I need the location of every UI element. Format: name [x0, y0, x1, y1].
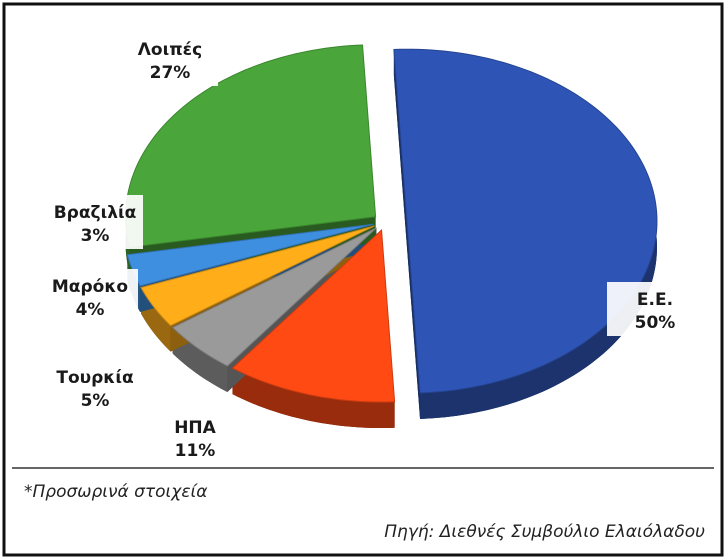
label-value: 27% — [150, 63, 191, 83]
label-box — [47, 360, 143, 414]
labels: Ε.Ε. 50% ΗΠΑ 11% Τουρκία 5% Μαρόκο 4% Βραζιλία 3%… — [42, 32, 703, 464]
slice — [171, 227, 377, 367]
label-box — [47, 195, 143, 249]
label-box — [42, 269, 138, 323]
label-box — [147, 410, 243, 464]
source: Πηγή: Διεθνές Συμβούλιο Ελαιόλαδου — [384, 522, 705, 542]
label-box — [607, 282, 703, 336]
pie — [125, 44, 658, 429]
slice — [231, 228, 396, 403]
label-name: Βραζιλία — [54, 203, 137, 223]
label-value: 4% — [76, 300, 105, 320]
label-name: ΗΠΑ — [174, 418, 216, 438]
label-value: 5% — [81, 391, 110, 411]
slice-side — [232, 368, 395, 429]
label-name: Ε.Ε. — [637, 290, 673, 310]
label-name: Λοιπές — [138, 40, 202, 60]
label-name: Μαρόκο — [52, 277, 128, 297]
slice — [140, 225, 375, 327]
footnote: *Προσωρινά στοιχεία — [24, 482, 208, 502]
slice — [393, 48, 658, 394]
label-value: 11% — [175, 441, 216, 461]
label-name: Τουρκία — [56, 368, 133, 388]
label-box — [122, 32, 218, 86]
label-value: 50% — [635, 313, 676, 333]
label-value: 3% — [81, 226, 110, 246]
